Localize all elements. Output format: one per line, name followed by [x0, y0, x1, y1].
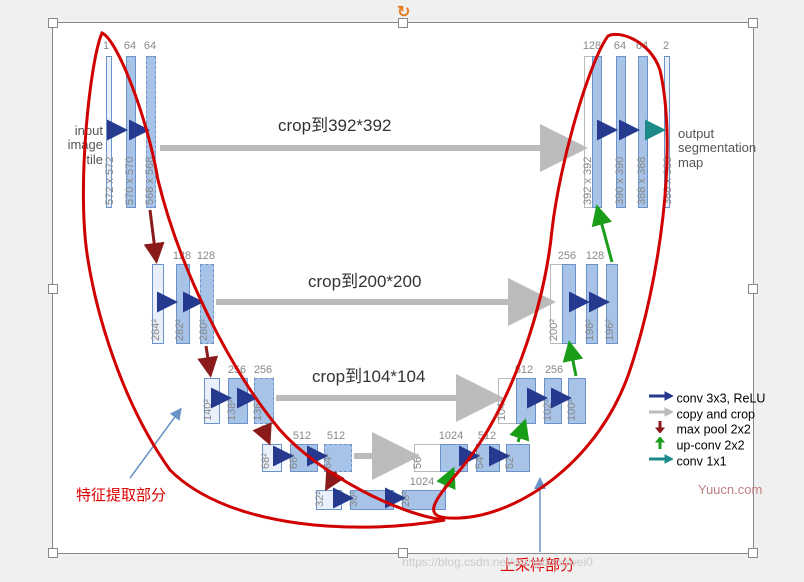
selection-handle[interactable] — [748, 18, 758, 28]
dim-label: 196² — [604, 319, 616, 341]
dim-label: 68² — [260, 453, 272, 469]
dim-label: 32² — [314, 491, 326, 507]
dim-label: 66² — [288, 453, 300, 469]
channel-label: 256 — [542, 364, 566, 376]
dim-label: 138² — [226, 399, 238, 421]
channel-label: 512 — [322, 430, 350, 442]
selection-handle[interactable] — [748, 548, 758, 558]
dim-label: 392 x 392 — [582, 157, 594, 205]
dim-label: 280² — [198, 319, 210, 341]
dim-label: 388 x 388 — [662, 157, 674, 205]
channel-label: 512 — [288, 430, 316, 442]
dim-label: 570 x 570 — [124, 157, 136, 205]
channel-label: 128 — [582, 40, 602, 52]
channel-label: 128 — [196, 250, 216, 262]
legend-item: conv 1x1 — [647, 453, 765, 469]
dim-label: 200² — [548, 319, 560, 341]
dim-label: 102² — [542, 399, 554, 421]
dim-label: 568 x 568 — [144, 157, 156, 205]
legend-item: copy and crop — [647, 406, 765, 422]
feature-map — [440, 444, 468, 472]
dim-label: 140² — [202, 399, 214, 421]
watermark: https://blog.csdn.net/wangdongwei0 — [402, 555, 593, 569]
channel-label: 64 — [634, 40, 650, 52]
channel-label: 1 — [100, 40, 112, 52]
dim-label: 390 x 390 — [614, 157, 626, 205]
legend-item: up-conv 2x2 — [647, 437, 765, 453]
selection-handle[interactable] — [48, 284, 58, 294]
legend-item: conv 3x3, ReLU — [647, 390, 765, 406]
channel-label: 64 — [612, 40, 628, 52]
selection-handle[interactable] — [398, 18, 408, 28]
channel-label: 1024 — [400, 476, 444, 488]
dim-label: 28² — [400, 491, 412, 507]
annotation-feature-cn: 特征提取部分 — [76, 484, 166, 505]
dim-label: 136² — [252, 399, 264, 421]
dim-label: 30² — [348, 491, 360, 507]
channel-label: 128 — [172, 250, 192, 262]
channel-label: 64 — [122, 40, 138, 52]
dim-label: 388 x 388 — [636, 157, 648, 205]
watermark: Yuucn.com — [698, 482, 762, 497]
dim-label: 284² — [150, 319, 162, 341]
channel-label: 256 — [252, 364, 274, 376]
channel-label: 2 — [660, 40, 672, 52]
dim-label: 54² — [474, 453, 486, 469]
feature-map — [516, 378, 536, 424]
selection-handle[interactable] — [748, 284, 758, 294]
dim-label: 572 x 572 — [104, 157, 116, 205]
selection-handle[interactable] — [48, 18, 58, 28]
channel-label: 256 — [226, 364, 248, 376]
input-label: inputimagetile — [63, 124, 103, 167]
legend-item: max pool 2x2 — [647, 421, 765, 437]
dim-label: 198² — [584, 319, 596, 341]
dim-label: 64² — [322, 453, 334, 469]
channel-label: 512 — [474, 430, 500, 442]
crop-label-3: crop到104*104 — [312, 368, 425, 387]
output-label: outputsegmentationmap — [678, 127, 756, 170]
channel-label: 64 — [142, 40, 158, 52]
channel-label: 512 — [512, 364, 536, 376]
dim-label: 282² — [174, 319, 186, 341]
selection-handle[interactable] — [48, 548, 58, 558]
dim-label: 100² — [566, 399, 578, 421]
dim-label: 52² — [504, 453, 516, 469]
channel-label: 128 — [584, 250, 606, 262]
channel-label: 256 — [556, 250, 578, 262]
crop-label-2: crop到200*200 — [308, 273, 421, 292]
channel-label: 1024 — [436, 430, 466, 442]
dim-label: 104² — [496, 399, 508, 421]
feature-map — [562, 264, 576, 344]
dim-label: 56² — [412, 453, 424, 469]
canvas-stage: ↻ 1 64 64 572 x 572 570 x 570 568 x 568 … — [0, 0, 804, 582]
crop-label-1: crop到392*392 — [278, 117, 391, 136]
legend: conv 3x3, ReLU copy and crop max pool 2x… — [647, 390, 765, 469]
